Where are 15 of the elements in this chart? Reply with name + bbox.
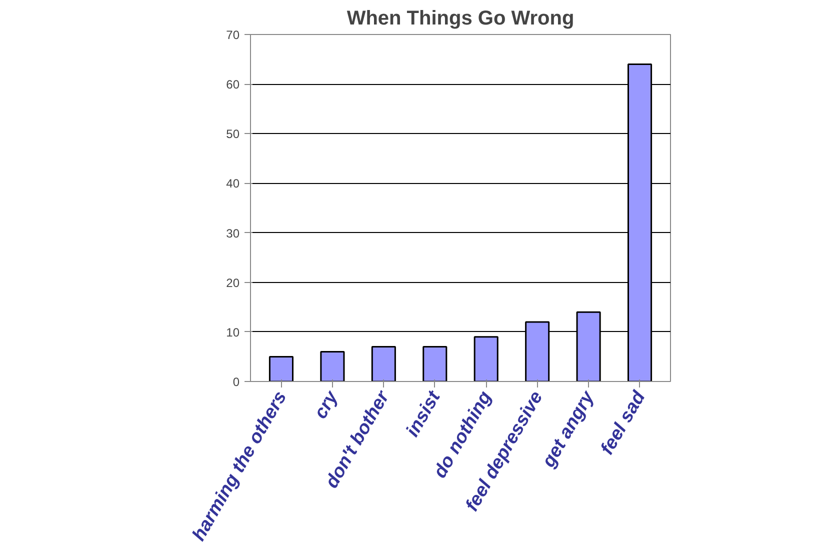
bar bbox=[474, 336, 498, 382]
chart-title: When Things Go Wrong bbox=[346, 8, 574, 30]
bar bbox=[422, 346, 448, 382]
y-tick-label: 0 bbox=[232, 375, 240, 389]
y-tick-label: 10 bbox=[226, 325, 240, 340]
y-tick-label: 40 bbox=[226, 176, 240, 191]
y-tick-label: 20 bbox=[226, 276, 240, 290]
bar bbox=[268, 356, 294, 382]
bar bbox=[371, 346, 396, 382]
y-tick-label: 60 bbox=[226, 78, 240, 92]
y-tick-label: 50 bbox=[226, 127, 240, 142]
x-tick-label: cry bbox=[309, 386, 342, 422]
y-tick-label: 30 bbox=[226, 226, 240, 240]
bar bbox=[320, 351, 345, 382]
y-tick-label: 70 bbox=[226, 28, 240, 42]
